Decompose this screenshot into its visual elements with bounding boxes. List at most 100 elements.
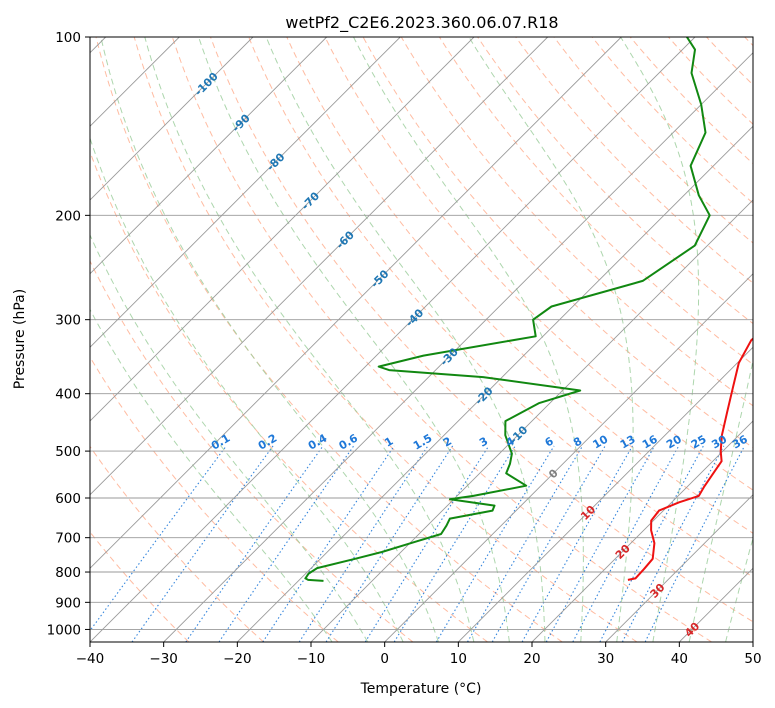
dry-adiabat — [706, 37, 753, 86]
dry-adiabat — [90, 356, 339, 642]
mixing-ratio-label: 30 — [709, 432, 729, 451]
dry-adiabat — [95, 37, 563, 642]
x-tick-label: −10 — [297, 651, 326, 667]
mixing-ratio-label: 36 — [730, 432, 750, 451]
y-tick-label: 800 — [55, 565, 81, 581]
mixing-ratio-label: 8 — [571, 435, 584, 450]
x-tick-label: 30 — [597, 651, 614, 667]
mixing-ratio-line — [393, 445, 516, 642]
mixing-ratio-line — [572, 445, 680, 642]
dry-adiabat — [171, 37, 712, 642]
isotherm — [90, 37, 401, 348]
isotherm-label: -90 — [230, 111, 253, 134]
mixing-ratio-line — [644, 445, 746, 642]
y-tick-label: 400 — [55, 387, 81, 403]
mixing-ratio-line — [621, 445, 725, 642]
dry-adiabat — [90, 531, 190, 642]
mixing-ratio-line — [364, 445, 490, 642]
moist-adiabat — [265, 37, 546, 642]
mixing-ratio-label: 20 — [664, 432, 684, 451]
mixing-ratio-line — [435, 445, 555, 642]
isotherm — [752, 641, 753, 642]
isotherm — [90, 37, 549, 496]
mixing-ratio-label: 10 — [590, 432, 610, 451]
mixing-ratio-line — [185, 445, 324, 642]
mixing-ratio-line — [298, 445, 429, 642]
isotherm-label: -80 — [264, 150, 287, 173]
background-lines — [90, 37, 753, 642]
mixing-ratio-label: 1.5 — [411, 432, 434, 453]
moist-adiabat — [468, 37, 634, 642]
isotherm — [90, 37, 475, 422]
isotherm — [678, 567, 753, 642]
isotherm-label: 30 — [648, 581, 668, 601]
isotherm-label: -20 — [472, 384, 495, 407]
isotherm — [457, 346, 753, 642]
mixing-ratio-line — [521, 445, 633, 642]
isotherm-label: 10 — [578, 503, 598, 523]
mixing-ratio-label: 0.4 — [306, 431, 330, 452]
mixing-ratio-label: 0.1 — [209, 432, 232, 453]
x-tick-label: −30 — [149, 651, 178, 667]
line-labels: 0.1 0.2 0.4 0.6 1 1.5 2 3 4 6 8 10 13 16 20 25 30 36-100-… — [192, 70, 750, 640]
x-tick-label: 0 — [380, 651, 389, 667]
x-tick-label: −40 — [76, 651, 105, 667]
x-tick-label: 50 — [744, 651, 761, 667]
isotherm — [163, 52, 753, 642]
x-axis-label: Temperature (°C) — [360, 681, 482, 697]
moist-adiabat — [725, 536, 753, 642]
isotherm — [90, 37, 254, 201]
axes: −40 −30 −20 −10 0 10 20 30 40 5010009008007006005… — [47, 30, 762, 667]
y-tick-label: 1000 — [47, 622, 81, 638]
mixing-ratio-label: 16 — [640, 432, 660, 451]
isotherm-label: 40 — [682, 620, 702, 640]
y-tick-label: 100 — [55, 30, 81, 46]
mixing-ratio-label: 25 — [689, 433, 709, 452]
moist-adiabat — [100, 37, 439, 642]
dewpoint-line — [304, 37, 711, 582]
isotherm — [384, 273, 753, 642]
moist-adiabat — [90, 233, 369, 642]
isotherm-label: -100 — [192, 70, 221, 99]
dry-adiabat — [90, 445, 264, 642]
moist-adiabat — [144, 37, 475, 642]
profiles — [304, 37, 753, 582]
mixing-ratio-line — [545, 445, 656, 642]
dry-adiabat — [324, 37, 753, 491]
moist-adiabat — [90, 136, 404, 642]
mixing-ratio-line — [467, 445, 584, 642]
chart-title: wetPf2_C2E6.2023.360.06.07.R18 — [285, 13, 558, 33]
y-tick-label: 900 — [55, 595, 81, 611]
mixing-ratio-line — [325, 445, 454, 642]
isotherm-label: 0 — [546, 466, 561, 481]
y-tick-label: 500 — [55, 444, 81, 460]
x-tick-label: 40 — [671, 651, 688, 667]
mixing-ratio-label: 6 — [543, 434, 556, 449]
moist-adiabat — [353, 37, 584, 642]
dry-adiabat — [668, 37, 753, 125]
y-tick-label: 700 — [55, 531, 81, 547]
isotherm — [90, 37, 328, 275]
mixing-ratio-label: 13 — [618, 433, 638, 452]
y-tick-label: 300 — [55, 313, 81, 329]
x-tick-label: 20 — [523, 651, 540, 667]
moist-adiabat — [90, 308, 333, 642]
isotherm — [90, 37, 622, 569]
isotherm — [90, 37, 696, 642]
dry-adiabat — [90, 150, 488, 642]
moist-adiabat — [688, 358, 753, 642]
mixing-ratio-label: 3 — [477, 435, 490, 450]
mixing-ratio-line — [131, 445, 274, 642]
mixing-ratio-label: 1 — [382, 435, 395, 450]
grid — [90, 37, 753, 642]
isotherm-label: 20 — [613, 542, 633, 562]
y-tick-label: 200 — [55, 208, 81, 224]
plot-frame — [89, 36, 754, 643]
isotherm — [531, 420, 753, 642]
y-tick-label: 600 — [55, 491, 81, 507]
mixing-ratio-line — [218, 445, 355, 642]
isotherm-label: -50 — [368, 267, 391, 290]
isotherm — [310, 199, 753, 642]
x-tick-label: −20 — [223, 651, 252, 667]
